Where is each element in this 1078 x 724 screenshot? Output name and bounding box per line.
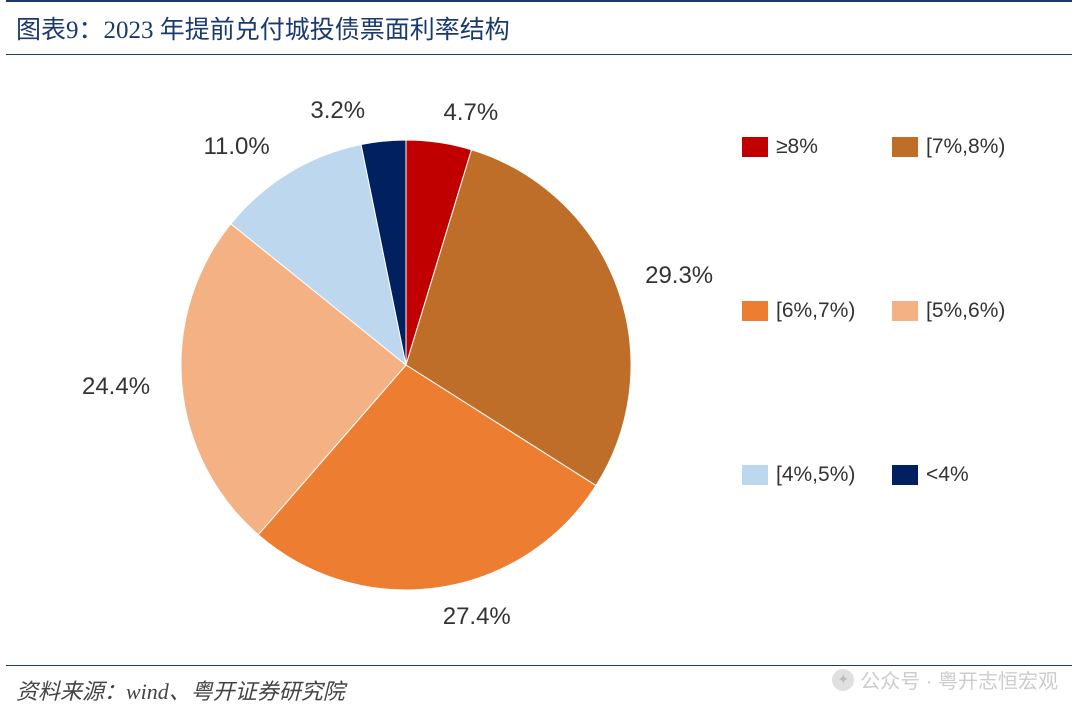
legend-item: [6%,7%) [742,299,892,323]
pie-slice-label: 3.2% [310,97,365,125]
legend-item: [5%,6%) [892,299,1042,323]
legend-swatch [742,137,768,157]
legend-label: [6%,7%) [776,299,855,323]
legend-label: <4% [926,463,969,487]
pie-chart [6,55,766,645]
pie-slice-label: 11.0% [203,133,269,161]
legend: ≥8% [7%,8%) [6%,7%) [5%,6%) [4%,5%) <4% [742,135,1042,627]
legend-item: ≥8% [742,135,892,159]
legend-label: ≥8% [776,135,818,159]
pie-slice-label: 27.4% [443,603,511,631]
legend-swatch [892,301,918,321]
legend-row: [6%,7%) [5%,6%) [742,299,1042,323]
legend-label: [7%,8%) [926,135,1005,159]
legend-swatch [742,465,768,485]
legend-label: [4%,5%) [776,463,855,487]
pie-slice-label: 4.7% [444,99,499,127]
legend-swatch [742,301,768,321]
chart-area: 4.7% 29.3% 27.4% 24.4% 11.0% 3.2% ≥8% [7%,8%) [… [6,55,1072,645]
legend-item: <4% [892,463,1042,487]
title-bar: 图表9：2023 年提前兑付城投债票面利率结构 [6,0,1072,55]
footer-bar: 资料来源：wind、粤开证券研究院 [6,665,1072,714]
pie-slice-label: 29.3% [645,262,713,290]
legend-swatch [892,137,918,157]
legend-item: [4%,5%) [742,463,892,487]
legend-row: [4%,5%) <4% [742,463,1042,487]
figure-container: 图表9：2023 年提前兑付城投债票面利率结构 4.7% 29.3% 27.4% 24… [0,0,1078,724]
legend-swatch [892,465,918,485]
chart-title: 图表9：2023 年提前兑付城投债票面利率结构 [16,17,510,44]
source-text: 资料来源：wind、粤开证券研究院 [16,679,345,704]
legend-label: [5%,6%) [926,299,1005,323]
legend-row: ≥8% [7%,8%) [742,135,1042,159]
pie-slice-label: 24.4% [82,373,150,401]
legend-item: [7%,8%) [892,135,1042,159]
